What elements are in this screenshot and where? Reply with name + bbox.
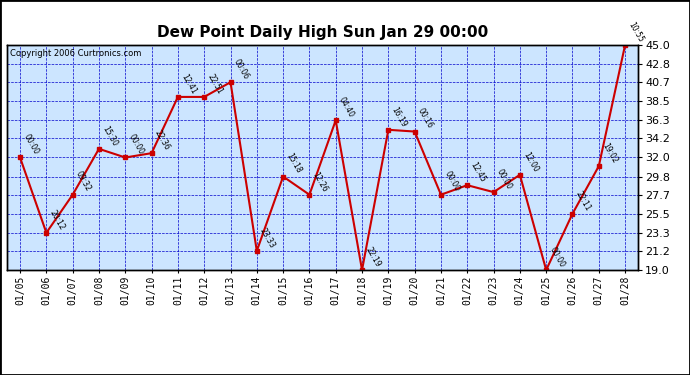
Text: 00:00: 00:00 xyxy=(548,245,566,268)
Text: Copyright 2006 Curtronics.com: Copyright 2006 Curtronics.com xyxy=(10,50,141,58)
Text: 12:26: 12:26 xyxy=(310,170,329,194)
Text: 00:16: 00:16 xyxy=(416,107,435,130)
Text: 23:33: 23:33 xyxy=(258,226,277,250)
Text: 12:41: 12:41 xyxy=(179,72,198,96)
Text: 00:00: 00:00 xyxy=(442,170,461,194)
Text: 12:00: 12:00 xyxy=(521,150,540,173)
Text: 10:55: 10:55 xyxy=(627,20,645,44)
Title: Dew Point Daily High Sun Jan 29 00:00: Dew Point Daily High Sun Jan 29 00:00 xyxy=(157,25,489,40)
Text: 09:32: 09:32 xyxy=(74,170,92,194)
Text: 22:36: 22:36 xyxy=(153,129,172,152)
Text: 15:30: 15:30 xyxy=(100,124,119,147)
Text: 00:06: 00:06 xyxy=(232,57,250,81)
Text: 19:02: 19:02 xyxy=(600,141,619,165)
Text: 22:11: 22:11 xyxy=(574,189,593,212)
Text: 00:00: 00:00 xyxy=(495,167,514,191)
Text: 00:00: 00:00 xyxy=(127,132,146,156)
Text: 22:51: 22:51 xyxy=(206,72,224,96)
Text: 20:12: 20:12 xyxy=(48,208,66,231)
Text: 22:19: 22:19 xyxy=(364,245,382,268)
Text: 04:40: 04:40 xyxy=(337,95,356,119)
Text: 16:19: 16:19 xyxy=(390,105,408,128)
Text: 15:18: 15:18 xyxy=(284,152,303,175)
Text: 12:45: 12:45 xyxy=(469,160,487,184)
Text: 00:00: 00:00 xyxy=(21,132,40,156)
